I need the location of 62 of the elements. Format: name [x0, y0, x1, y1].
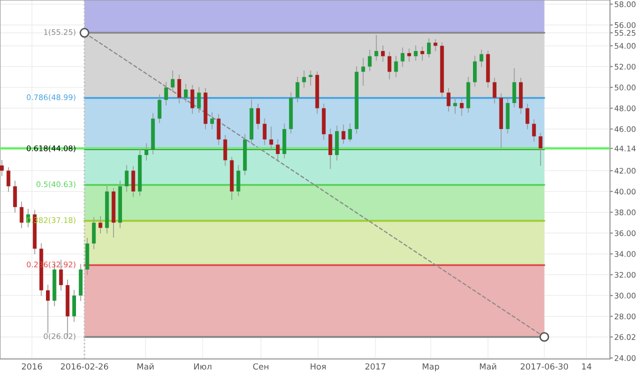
candlestick	[223, 134, 228, 166]
candlestick	[368, 50, 372, 72]
candlestick	[532, 119, 536, 142]
candlestick	[98, 216, 102, 234]
candlestick	[308, 70, 313, 86]
candlestick	[296, 76, 300, 102]
candlestick	[131, 166, 136, 198]
x-tick-label: Май	[137, 363, 154, 370]
candlestick	[538, 132, 542, 166]
candlestick	[342, 124, 346, 144]
candlestick	[184, 84, 188, 102]
candlestick	[262, 118, 267, 146]
candlestick	[158, 94, 162, 124]
candlestick	[526, 104, 530, 130]
candlestick	[374, 34, 378, 61]
candlestick	[348, 123, 352, 142]
candlestick	[197, 86, 201, 113]
candlestick	[144, 143, 148, 161]
candlestick	[400, 47, 404, 68]
candlestick	[210, 112, 214, 130]
candlestick	[216, 114, 221, 146]
x-tick-label: 2017	[365, 363, 386, 370]
candlestick	[328, 128, 332, 169]
candlestick	[302, 70, 306, 88]
candlestick	[124, 165, 129, 192]
x-tick-label: Мар	[422, 363, 440, 372]
candlestick	[460, 98, 464, 116]
candlestick	[164, 82, 168, 106]
candlestick	[190, 84, 194, 114]
candlestick	[6, 167, 10, 192]
candlestick	[276, 139, 280, 161]
candlestick	[480, 50, 484, 68]
candlestick	[361, 58, 366, 86]
candlestick	[72, 290, 76, 322]
x-tick-label: 14	[582, 363, 592, 370]
candlestick	[13, 180, 17, 213]
x-tick-label: Май	[480, 363, 496, 370]
x-tick-label: Июл	[194, 363, 212, 370]
x-tick-label: 2016-02-26	[60, 363, 108, 370]
candlestick	[446, 88, 450, 112]
candlestick	[414, 45, 418, 61]
candlestick	[381, 45, 385, 62]
candlestick	[492, 78, 496, 104]
candlestick	[269, 126, 274, 150]
candlestick	[427, 38, 431, 58]
candlestick	[92, 217, 96, 250]
candlestick	[236, 165, 240, 196]
candlestick	[177, 74, 182, 104]
candlestick	[46, 284, 50, 334]
candlestick	[256, 104, 260, 130]
x-tick-label: 2016	[22, 363, 42, 370]
candlestick	[388, 52, 392, 80]
candlestick	[335, 125, 339, 161]
x-tick-label: 2017-06-30	[520, 363, 568, 370]
x-tick-label: Ноя	[310, 363, 326, 370]
candlestick	[512, 68, 516, 108]
candlestick	[170, 70, 175, 92]
candlestick	[434, 39, 438, 52]
x-tick-label: Сен	[253, 363, 268, 370]
candlestick	[472, 56, 477, 87]
candlestick	[20, 201, 24, 228]
candlestick	[394, 56, 398, 78]
